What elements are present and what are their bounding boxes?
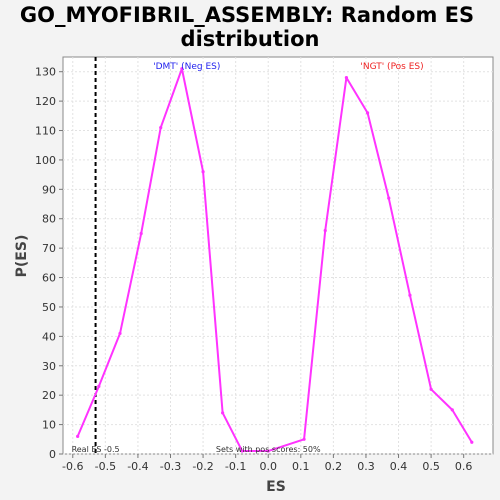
y-tick-label: 30 [42, 360, 56, 373]
real-es-label: Real ES -0.5 [72, 445, 120, 454]
plot-area [62, 56, 494, 455]
neg-es-annotation: 'DMT' (Neg ES) [153, 62, 220, 72]
data-point [323, 228, 327, 233]
y-tick-label: 70 [42, 242, 56, 255]
pos-scores-note: Sets with pos scores: 50% [216, 445, 321, 454]
x-tick-label: -0.6 [62, 460, 83, 473]
x-tick-label: -0.2 [192, 460, 213, 473]
y-axis-label: P(ES) [14, 235, 30, 278]
y-tick-label: 0 [49, 448, 56, 461]
data-point [76, 434, 80, 438]
x-tick-label: -0.3 [160, 460, 181, 473]
y-tick-label: 40 [42, 330, 56, 343]
data-point [365, 111, 370, 115]
y-tick-label: 100 [35, 154, 56, 167]
x-tick-label: -0.5 [95, 460, 116, 473]
x-tick-label: -0.1 [225, 460, 246, 473]
chart-title-line-1: GO_MYOFIBRIL_ASSEMBLY: Random ES [20, 3, 474, 27]
y-tick-label: 50 [42, 301, 56, 314]
data-point [302, 437, 306, 441]
data-point [240, 449, 244, 453]
data-point [118, 331, 122, 336]
data-point [180, 67, 184, 71]
data-point [470, 440, 474, 444]
x-axis-ticks: -0.6 -0.5 -0.4 -0.3 -0.2 -0.1 0.0 0.1 0.2 0.3 0.4 0… [62, 454, 472, 473]
data-point [221, 411, 225, 415]
x-tick-label: 0.5 [422, 460, 440, 473]
x-tick-label: 0.0 [259, 460, 277, 473]
data-point [139, 231, 143, 236]
data-point [344, 75, 349, 80]
x-tick-label: 0.1 [292, 460, 310, 473]
y-tick-label: 110 [35, 125, 56, 138]
x-tick-label: 0.3 [357, 460, 375, 473]
x-tick-label: 0.4 [390, 460, 408, 473]
data-point [408, 293, 412, 297]
chart-title-line-2: distribution [181, 27, 320, 51]
x-tick-label: 0.6 [455, 460, 473, 473]
series-group [76, 67, 474, 453]
x-tick-label: -0.4 [127, 460, 148, 473]
x-tick-label: 0.2 [325, 460, 343, 473]
x-axis-label: ES [266, 479, 286, 495]
y-axis-ticks: 0 10 20 30 40 50 60 70 80 90 100 110 120 130 [35, 66, 63, 461]
data-point [266, 449, 270, 453]
y-tick-label: 130 [35, 66, 56, 79]
data-point [429, 387, 433, 391]
data-point [201, 170, 205, 174]
data-point [450, 408, 454, 412]
data-point [387, 196, 391, 200]
y-tick-label: 120 [35, 95, 56, 108]
y-tick-label: 80 [42, 213, 56, 226]
y-tick-label: 90 [42, 183, 56, 196]
data-point [97, 384, 101, 388]
y-tick-label: 60 [42, 272, 56, 285]
y-tick-label: 20 [42, 389, 56, 402]
data-point [159, 125, 163, 130]
pos-es-annotation: 'NGT' (Pos ES) [360, 62, 423, 72]
y-tick-label: 10 [42, 419, 56, 432]
